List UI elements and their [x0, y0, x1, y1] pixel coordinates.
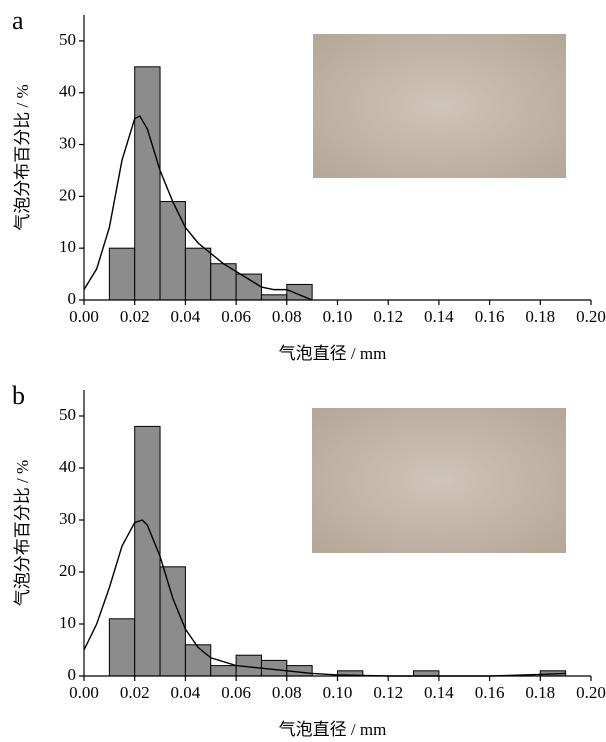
panel-label: a [12, 6, 24, 35]
bar [286, 283, 313, 301]
x-tick-label: 0.08 [272, 307, 302, 326]
x-tick-label: 0.00 [69, 683, 99, 702]
bar [260, 294, 288, 301]
y-tick-label: 0 [68, 665, 77, 684]
y-tick-label: 0 [68, 289, 77, 308]
x-tick-label: 0.04 [171, 683, 201, 702]
bar [108, 247, 136, 301]
bar [108, 618, 136, 677]
y-tick-label: 10 [59, 613, 76, 632]
x-tick-label: 0.18 [525, 307, 555, 326]
x-tick-label: 0.14 [424, 683, 454, 702]
x-tick-label: 0.16 [475, 683, 505, 702]
x-tick-label: 0.08 [272, 683, 302, 702]
x-tick-label: 0.00 [69, 307, 99, 326]
x-tick-label: 0.06 [221, 307, 251, 326]
bar [134, 425, 161, 677]
x-tick-label: 0.14 [424, 307, 454, 326]
x-axis-title: 气泡直径 / mm [279, 720, 387, 739]
panel-label: b [12, 381, 25, 410]
y-tick-label: 40 [59, 82, 76, 101]
y-tick-label: 20 [59, 185, 76, 204]
y-axis-title: 气泡分布百分比 / % [13, 84, 32, 230]
x-axis-title: 气泡直径 / mm [279, 344, 387, 363]
bar [159, 201, 186, 301]
x-tick-label: 0.06 [221, 683, 251, 702]
x-tick-label: 0.10 [323, 307, 353, 326]
micrograph [313, 34, 566, 178]
x-tick-label: 0.10 [323, 683, 353, 702]
y-tick-label: 30 [59, 133, 76, 152]
y-tick-label: 40 [59, 457, 76, 476]
x-tick-label: 0.20 [576, 307, 606, 326]
x-tick-label: 0.02 [120, 683, 150, 702]
x-tick-label: 0.16 [475, 307, 505, 326]
bar [134, 66, 161, 301]
y-tick-label: 50 [59, 30, 76, 49]
x-tick-label: 0.20 [576, 683, 606, 702]
x-tick-label: 0.12 [373, 683, 403, 702]
bar [184, 247, 212, 301]
bar [159, 566, 186, 677]
y-tick-label: 20 [59, 561, 76, 580]
y-axis-title: 气泡分布百分比 / % [13, 460, 32, 606]
bar [210, 263, 237, 301]
bar [210, 665, 237, 677]
y-tick-label: 30 [59, 509, 76, 528]
micrograph [312, 408, 566, 553]
x-tick-label: 0.12 [373, 307, 403, 326]
y-tick-label: 10 [59, 237, 76, 256]
bar [413, 670, 440, 677]
bar [235, 273, 262, 301]
x-tick-label: 0.18 [525, 683, 555, 702]
fit-curve [83, 115, 313, 301]
x-tick-label: 0.02 [120, 307, 150, 326]
bar [184, 644, 212, 677]
y-tick-label: 50 [59, 405, 76, 424]
x-tick-label: 0.04 [171, 307, 201, 326]
